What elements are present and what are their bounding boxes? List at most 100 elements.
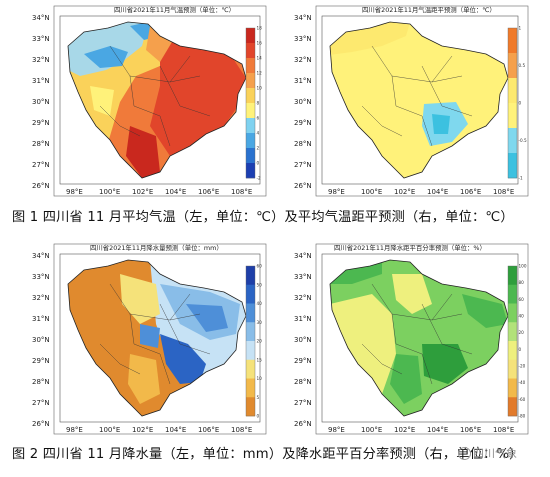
y-tick: 31°N <box>32 315 50 323</box>
y-tick: 27°N <box>32 399 50 407</box>
y-tick: 33°N <box>294 273 312 281</box>
y-tick: 30°N <box>32 336 50 344</box>
colorbar: 18 16 14 12 10 8 6 4 2 0 -2 <box>245 26 263 181</box>
colorbar-swatch <box>246 43 255 59</box>
y-tick: 26°N <box>32 420 50 428</box>
colorbar-swatch <box>246 73 255 89</box>
colorbar-label: 12 <box>257 71 263 76</box>
y-tick: 28°N <box>294 140 312 148</box>
y-tick: 32°N <box>32 294 50 302</box>
y-tick: 32°N <box>32 56 50 64</box>
colorbar-swatch <box>246 284 255 304</box>
x-tick: 108°E <box>231 188 252 196</box>
colorbar-label: 2 <box>257 146 260 151</box>
y-tick: 30°N <box>32 98 50 106</box>
x-tick: 98°E <box>328 426 345 434</box>
map-title: 四川省2021年11月气温距平预测（单位：℃） <box>362 5 496 14</box>
colorbar-swatch <box>246 118 255 134</box>
colorbar-swatch <box>508 53 517 79</box>
figure-caption-2: 图 2 四川省 11 月降水量（左，单位：mm）及降水距平百分率预测（右，单位：… <box>12 447 523 462</box>
y-tick: 29°N <box>294 119 312 127</box>
colorbar-label: 0.5 <box>519 63 526 68</box>
colorbar-label: 18 <box>257 26 263 31</box>
colorbar-swatch <box>246 88 255 104</box>
colorbar-label: -60 <box>519 397 526 402</box>
colorbar-swatch <box>508 303 517 323</box>
map-title: 四川省2021年11月气温预测（单位：℃） <box>114 5 235 14</box>
colorbar: 100 80 60 40 20 0 -20 -40 -60 -80 <box>507 264 527 419</box>
colorbar-swatch <box>246 28 255 44</box>
map-title: 四川省2021年11月降水量预测（单位：mm） <box>90 243 223 252</box>
x-tick: 104°E <box>427 426 448 434</box>
colorbar-label: 60 <box>519 297 525 302</box>
y-tick: 30°N <box>294 336 312 344</box>
x-tick: 102°E <box>394 426 415 434</box>
colorbar-swatch <box>246 378 255 398</box>
map-temperature-anomaly: 四川省2021年11月气温距平预测（单位：℃） 98°E 100°E 102°E… <box>294 5 529 197</box>
colorbar-label: 40 <box>257 301 263 306</box>
x-tick: 100°E <box>361 188 382 196</box>
x-tick: 100°E <box>99 188 120 196</box>
y-tick: 26°N <box>294 420 312 428</box>
colorbar-label: 5 <box>257 395 260 400</box>
x-tick: 104°E <box>165 188 186 196</box>
weibo-icon <box>458 447 471 460</box>
colorbar-swatch <box>246 58 255 74</box>
x-axis-ticks: 98°E 100°E 102°E 104°E 106°E 108°E <box>328 426 514 434</box>
y-axis-ticks: 34°N 33°N 32°N 31°N 30°N 29°N 28°N 27°N … <box>294 14 312 190</box>
y-tick: 31°N <box>294 77 312 85</box>
y-tick: 28°N <box>294 378 312 386</box>
y-axis-ticks: 34°N 33°N 32°N 31°N 30°N 29°N 28°N 27°N … <box>32 252 50 428</box>
y-tick: 29°N <box>32 357 50 365</box>
colorbar-label: 15 <box>257 357 263 362</box>
y-tick: 31°N <box>294 315 312 323</box>
colorbar-label: 14 <box>257 56 263 61</box>
colorbar-label: 1 <box>519 26 522 31</box>
y-tick: 34°N <box>294 252 312 260</box>
colorbar-label: 30 <box>257 320 263 325</box>
colorbar-label: -0.5 <box>519 138 528 143</box>
x-tick: 104°E <box>165 426 186 434</box>
colorbar-frame <box>245 265 256 417</box>
colorbar-label: 16 <box>257 41 263 46</box>
colorbar-swatch <box>246 341 255 361</box>
colorbar-swatch <box>508 103 517 129</box>
x-tick: 102°E <box>132 188 153 196</box>
colorbar-label: 4 <box>257 131 260 136</box>
colorbar-swatch <box>508 322 517 342</box>
y-tick: 28°N <box>32 378 50 386</box>
y-tick: 34°N <box>32 252 50 260</box>
x-tick: 98°E <box>66 426 83 434</box>
x-tick: 102°E <box>132 426 153 434</box>
colorbar-label: -2 <box>257 176 262 181</box>
colorbar-label: 0 <box>257 161 260 166</box>
colorbar-swatch <box>508 284 517 304</box>
colorbar-label: -1 <box>519 176 524 181</box>
colorbar-swatch <box>246 133 255 149</box>
colorbar-label: 10 <box>257 376 263 381</box>
x-tick: 106°E <box>460 188 481 196</box>
colorbar-swatch <box>508 153 517 179</box>
colorbar-swatch <box>508 28 517 54</box>
y-tick: 31°N <box>32 77 50 85</box>
y-tick: 27°N <box>32 161 50 169</box>
colorbar-swatch <box>246 266 255 286</box>
colorbar-label: 10 <box>257 86 263 91</box>
y-tick: 27°N <box>294 399 312 407</box>
x-axis-ticks: 98°E 100°E 102°E 104°E 106°E 108°E <box>66 426 252 434</box>
colorbar-label: 40 <box>519 314 525 319</box>
y-tick: 26°N <box>294 182 312 190</box>
colorbar-label: 80 <box>519 280 525 285</box>
y-tick: 27°N <box>294 161 312 169</box>
x-tick: 108°E <box>493 188 514 196</box>
y-tick: 32°N <box>294 294 312 302</box>
colorbar-frame <box>507 265 518 417</box>
colorbar: 1 0.5 0 -0.5 -1 <box>507 26 528 181</box>
colorbar-swatch <box>246 397 255 417</box>
figure-caption-1: 图 1 四川省 11 月平均气温（左，单位：℃）及平均气温距平预测（右，单位：℃… <box>12 210 514 225</box>
colorbar-frame <box>245 27 256 179</box>
colorbar-label: 20 <box>257 339 263 344</box>
colorbar-swatch <box>508 266 517 286</box>
colorbar-swatch <box>246 163 255 179</box>
